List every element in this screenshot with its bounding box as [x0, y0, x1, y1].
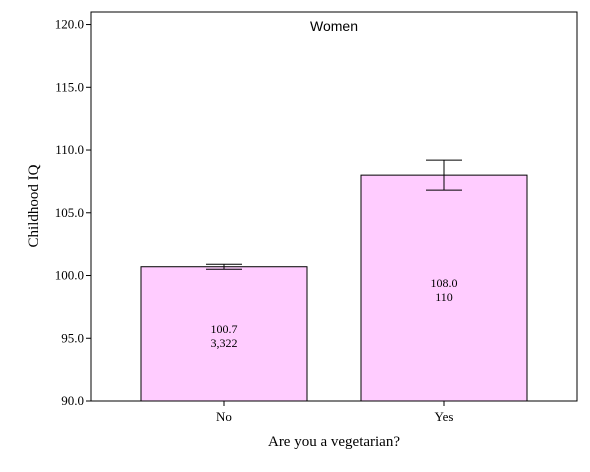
bar-yes: [360, 174, 528, 402]
bar-value-label: 100.7: [211, 322, 238, 336]
y-tick-label: 120.0: [55, 17, 84, 32]
x-tick-label: Yes: [435, 409, 454, 424]
plot-frame: [90, 11, 578, 402]
y-tick-label: 95.0: [61, 330, 84, 345]
y-tick-label: 90.0: [61, 393, 84, 408]
bar-value-label: 108.0: [431, 276, 458, 290]
y-tick-label: 115.0: [55, 79, 84, 94]
y-tick-label: 105.0: [55, 205, 84, 220]
x-axis-ticks: No Yes: [216, 401, 453, 424]
x-axis-title: Are you a vegetarian?: [268, 434, 400, 450]
y-tick-label: 100.0: [55, 268, 84, 283]
bar-count-label: 110: [435, 290, 453, 304]
y-tick-label: 110.0: [55, 142, 84, 157]
panel-title: Women: [310, 18, 358, 34]
y-axis-ticks: 90.0 95.0 100.0 105.0 110.0 115.0 120.0: [55, 17, 91, 408]
x-tick-label: No: [216, 409, 232, 424]
bar-count-label: 3,322: [211, 336, 238, 350]
y-axis-title: Childhood IQ: [26, 164, 42, 247]
